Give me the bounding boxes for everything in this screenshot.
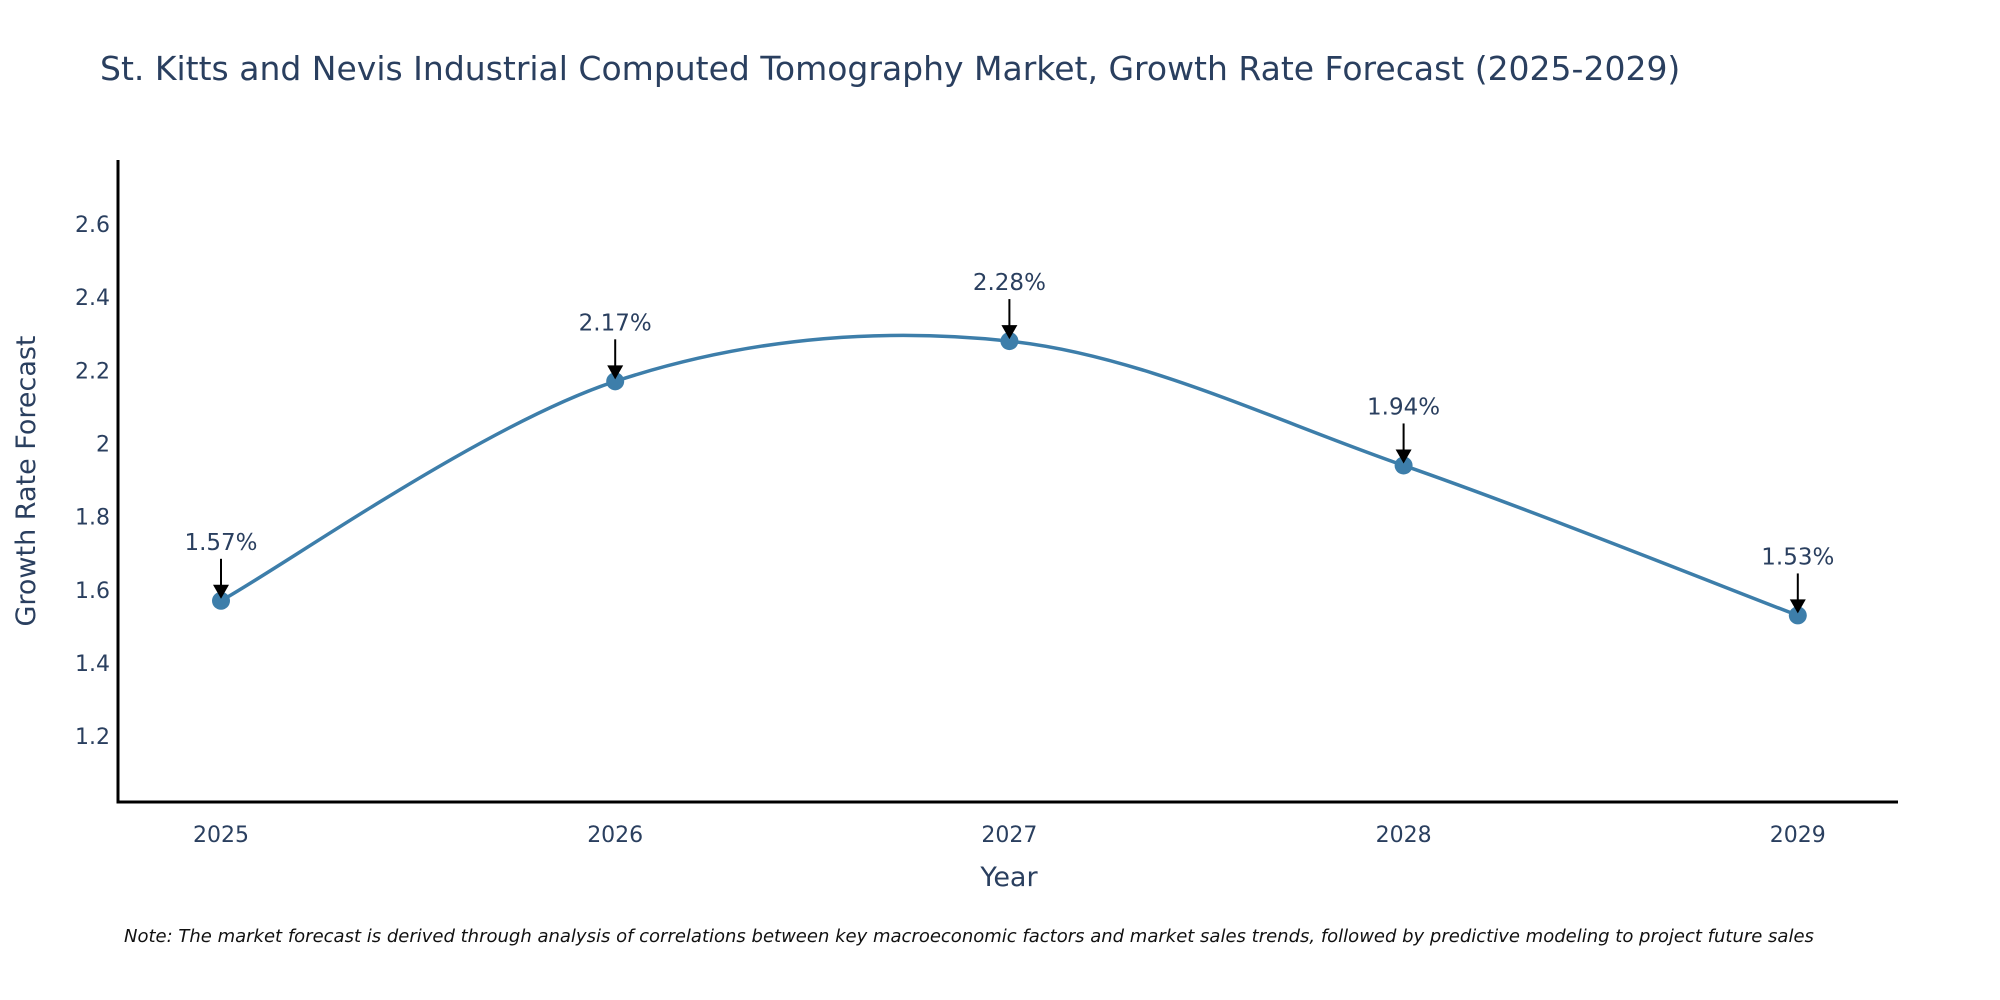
x-tick-label: 2028 — [1376, 823, 1432, 848]
annotation-label: 2.17% — [579, 310, 652, 336]
chart-title: St. Kitts and Nevis Industrial Computed … — [100, 49, 1680, 88]
annotation-arrow-head — [607, 365, 624, 380]
y-tick-label: 1.2 — [75, 725, 110, 750]
y-tick-label: 2 — [96, 433, 110, 458]
annotation-arrow-head — [1001, 325, 1018, 340]
data-annotation: 2.17% — [579, 310, 652, 380]
annotation-label: 1.53% — [1761, 544, 1834, 570]
y-tick-label: 1.6 — [75, 579, 110, 604]
series-line — [220, 333, 1799, 618]
x-tick-label: 2029 — [1770, 823, 1826, 848]
data-point — [1788, 606, 1807, 625]
annotation-arrow-head — [1789, 599, 1806, 614]
y-axis-title: Growth Rate Forecast — [11, 335, 42, 626]
x-axis-ticks: 2025 2026 2027 2028 2029 — [193, 823, 1826, 848]
x-tick-label: 2026 — [587, 823, 643, 848]
y-tick-label: 1.4 — [75, 652, 110, 677]
annotation-label: 1.94% — [1367, 394, 1440, 420]
data-points — [212, 332, 1807, 625]
y-tick-label: 2.6 — [75, 213, 110, 238]
x-axis-title: Year — [979, 862, 1038, 893]
data-annotation: 1.57% — [184, 530, 258, 599]
y-axis-ticks: 1.2 1.4 1.6 1.8 2 2.2 2.4 2.6 — [75, 213, 110, 750]
data-annotation: 1.94% — [1367, 394, 1440, 464]
annotation-arrow-head — [213, 584, 229, 599]
data-point — [212, 591, 230, 610]
footnote: Note: The market forecast is derived thr… — [124, 926, 1814, 947]
data-point — [1000, 332, 1019, 351]
annotation-arrow-head — [1395, 449, 1412, 464]
data-annotation: 2.28% — [973, 270, 1046, 340]
data-annotation: 1.53% — [1761, 544, 1834, 614]
data-point — [606, 372, 625, 391]
annotation-label: 1.57% — [184, 530, 257, 556]
annotation-label: 2.28% — [973, 270, 1046, 296]
annotations: 1.57% 2.17% 2.28% 1.94% 1.53% — [184, 270, 1834, 614]
data-point — [1394, 456, 1413, 475]
x-tick-label: 2025 — [193, 823, 249, 848]
x-tick-label: 2027 — [981, 823, 1037, 848]
y-tick-label: 2.4 — [75, 286, 110, 311]
y-tick-label: 2.2 — [75, 359, 110, 384]
y-tick-label: 1.8 — [75, 506, 110, 531]
